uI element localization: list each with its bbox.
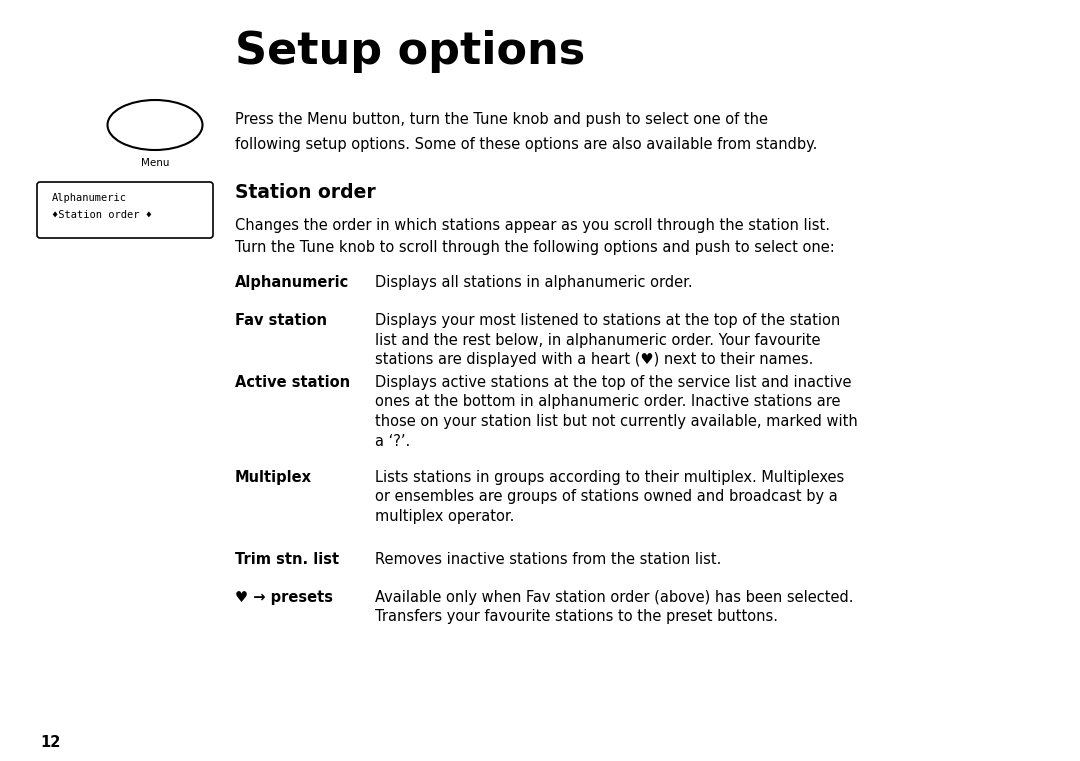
Text: Lists stations in groups according to their multiplex. Multiplexes: Lists stations in groups according to th… (375, 470, 845, 485)
Text: ones at the bottom in alphanumeric order. Inactive stations are: ones at the bottom in alphanumeric order… (375, 394, 840, 409)
Text: Changes the order in which stations appear as you scroll through the station lis: Changes the order in which stations appe… (235, 218, 831, 233)
Text: Fav station: Fav station (235, 313, 327, 328)
Text: or ensembles are groups of stations owned and broadcast by a: or ensembles are groups of stations owne… (375, 489, 838, 505)
Text: Displays all stations in alphanumeric order.: Displays all stations in alphanumeric or… (375, 275, 692, 290)
Text: Turn the Tune knob to scroll through the following options and push to select on: Turn the Tune knob to scroll through the… (235, 240, 835, 255)
Text: following setup options. Some of these options are also available from standby.: following setup options. Some of these o… (235, 137, 818, 152)
Text: Removes inactive stations from the station list.: Removes inactive stations from the stati… (375, 552, 721, 567)
Text: Trim stn. list: Trim stn. list (235, 552, 339, 567)
Text: Transfers your favourite stations to the preset buttons.: Transfers your favourite stations to the… (375, 610, 778, 625)
Text: Multiplex: Multiplex (235, 470, 312, 485)
Text: Alphanumeric: Alphanumeric (52, 193, 127, 203)
Text: ♦Station order ♦: ♦Station order ♦ (52, 210, 152, 220)
Text: a ‘?’.: a ‘?’. (375, 434, 410, 448)
Text: Press the Menu button, turn the Tune knob and push to select one of the: Press the Menu button, turn the Tune kno… (235, 112, 768, 127)
Text: Setup options: Setup options (235, 30, 585, 73)
Text: stations are displayed with a heart (♥) next to their names.: stations are displayed with a heart (♥) … (375, 352, 813, 367)
Text: Menu: Menu (140, 158, 170, 168)
Text: ♥ → presets: ♥ → presets (235, 590, 333, 605)
Text: multiplex operator.: multiplex operator. (375, 509, 514, 524)
Text: list and the rest below, in alphanumeric order. Your favourite: list and the rest below, in alphanumeric… (375, 333, 821, 348)
Text: Alphanumeric: Alphanumeric (235, 275, 349, 290)
Text: Active station: Active station (235, 375, 350, 390)
Text: 12: 12 (40, 735, 60, 750)
Text: Displays your most listened to stations at the top of the station: Displays your most listened to stations … (375, 313, 840, 328)
Text: Station order: Station order (235, 183, 376, 202)
Text: those on your station list but not currently available, marked with: those on your station list but not curre… (375, 414, 858, 429)
Text: Displays active stations at the top of the service list and inactive: Displays active stations at the top of t… (375, 375, 851, 390)
Text: Available only when Fav station order (above) has been selected.: Available only when Fav station order (a… (375, 590, 853, 605)
